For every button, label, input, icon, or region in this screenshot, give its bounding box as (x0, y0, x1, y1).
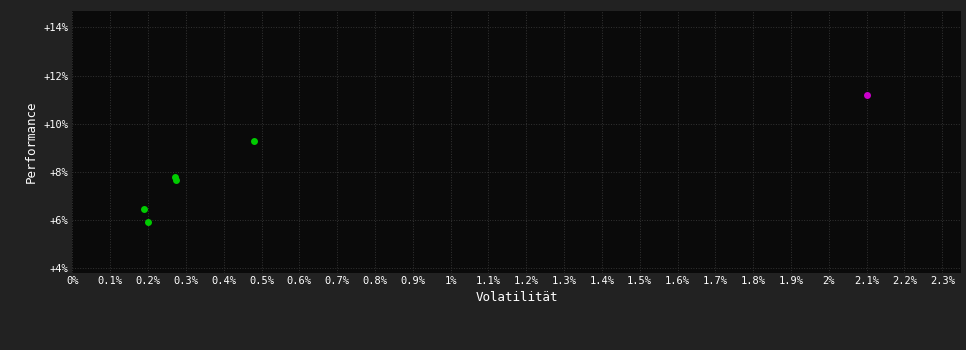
Y-axis label: Performance: Performance (25, 100, 38, 183)
Point (169, 177, 185, 183)
Point (167, 174, 183, 180)
Point (140, 220, 156, 225)
Point (246, 138, 262, 144)
Point (136, 206, 152, 212)
Point (859, 92, 874, 98)
X-axis label: Volatilität: Volatilität (475, 291, 558, 304)
